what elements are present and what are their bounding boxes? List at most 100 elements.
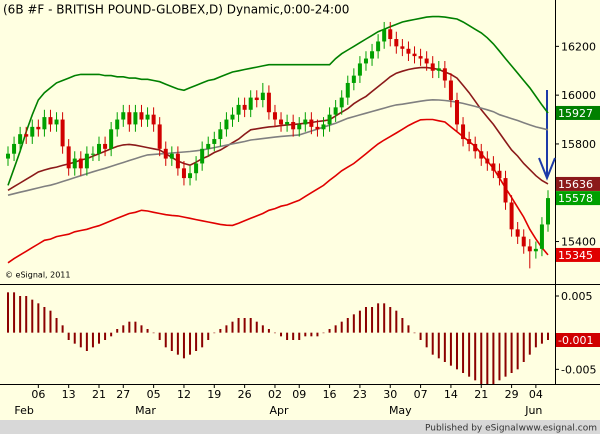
histogram-bar	[201, 332, 204, 348]
histogram-bar	[449, 332, 452, 366]
candle-body	[24, 134, 29, 137]
candle-body	[424, 58, 429, 64]
histogram-bar	[540, 332, 543, 344]
candle-body	[212, 139, 217, 144]
candle-body	[109, 129, 114, 149]
candle-body	[479, 151, 484, 159]
candle-body	[115, 119, 120, 130]
histogram-bar	[425, 332, 428, 348]
histogram-bar	[340, 321, 343, 333]
histogram-bar	[304, 332, 307, 337]
candle-body	[473, 143, 478, 152]
x-tick-label: 04	[529, 388, 543, 401]
candle-body	[230, 114, 235, 120]
histogram-bar	[383, 303, 386, 333]
histogram-bar	[73, 332, 76, 344]
last-value-label: 15636	[558, 178, 593, 191]
y-tick-label: 16000	[561, 89, 596, 102]
histogram-bar	[395, 310, 398, 333]
candle-body	[351, 75, 356, 83]
histogram-bar	[389, 307, 392, 333]
histogram-bar	[334, 325, 337, 333]
histogram-bar	[419, 332, 422, 340]
candle-body	[90, 153, 95, 155]
histogram-bar	[358, 310, 361, 333]
histogram-bar	[377, 303, 380, 333]
candle-body	[36, 126, 41, 130]
candle-body	[260, 92, 265, 101]
histogram-bar	[462, 332, 465, 373]
x-tick-label: 12	[177, 388, 191, 401]
watermark: © eSignal, 2011	[5, 271, 70, 280]
histogram-bar	[49, 310, 52, 333]
candle-body	[254, 97, 259, 101]
candle-body	[527, 246, 532, 252]
last-value-label: 15927	[558, 107, 593, 120]
candle-body	[448, 80, 453, 101]
candle-body	[188, 173, 193, 179]
histogram-bar	[352, 314, 355, 333]
candle-body	[163, 148, 168, 159]
candle-body	[151, 114, 156, 125]
last-value-label: 15345	[558, 249, 593, 262]
candle-body	[546, 198, 550, 225]
candle-body	[303, 119, 308, 125]
candle-body	[400, 46, 405, 49]
histogram-bar	[474, 332, 477, 381]
histogram-bar	[310, 332, 313, 337]
x-tick-label: 23	[353, 388, 367, 401]
histogram-bar	[547, 332, 549, 340]
candle-body	[418, 56, 423, 59]
x-tick-label: 05	[147, 388, 161, 401]
histogram-bar	[522, 332, 525, 362]
histogram-bar	[346, 318, 349, 333]
histogram-bar	[122, 325, 125, 333]
x-tick-label: 30	[383, 388, 397, 401]
candle-body	[333, 107, 338, 115]
candle-body	[321, 124, 326, 130]
candle-body	[370, 51, 375, 59]
histogram-bar	[267, 329, 270, 333]
histogram-bar	[176, 332, 179, 355]
histogram-bar	[116, 329, 119, 333]
candle-body	[533, 248, 538, 252]
footer-publisher: Published by eSignal	[425, 424, 518, 434]
candle-body	[236, 104, 241, 115]
x-tick-label: 06	[31, 388, 45, 401]
histogram-bar	[255, 321, 258, 333]
histogram-bar	[431, 332, 434, 355]
histogram-bar	[182, 332, 185, 359]
candle-body	[97, 143, 102, 154]
x-tick-label: 13	[62, 388, 76, 401]
candle-body	[78, 158, 83, 169]
histogram-bar	[407, 325, 410, 333]
candle-body	[327, 114, 332, 125]
indicator-line	[7, 118, 549, 264]
histogram-bar	[480, 332, 483, 384]
histogram-bar	[413, 332, 416, 334]
candle-body	[84, 153, 89, 169]
histogram-bar	[249, 318, 252, 333]
candle-body	[66, 146, 71, 169]
histogram-bar	[31, 299, 34, 333]
candle-body	[12, 143, 17, 154]
histogram-bar	[322, 332, 325, 334]
histogram-bar	[37, 303, 40, 333]
candle-body	[521, 236, 526, 247]
y-tick-label: 0.005	[561, 290, 593, 303]
histogram-bar	[292, 332, 295, 340]
histogram-bar	[401, 318, 404, 333]
y-tick-label: 15800	[561, 138, 596, 151]
histogram-bar	[19, 296, 22, 333]
histogram-bar	[195, 332, 198, 351]
histogram-bar	[43, 307, 46, 333]
histogram-bar	[61, 325, 64, 333]
candle-body	[497, 170, 502, 179]
candle-body	[30, 126, 35, 137]
x-tick-label: 07	[414, 388, 428, 401]
histogram-bar	[231, 321, 234, 333]
candle-body	[394, 39, 399, 47]
candle-body	[54, 119, 59, 125]
candle-body	[121, 112, 126, 120]
candle-body	[430, 63, 435, 71]
